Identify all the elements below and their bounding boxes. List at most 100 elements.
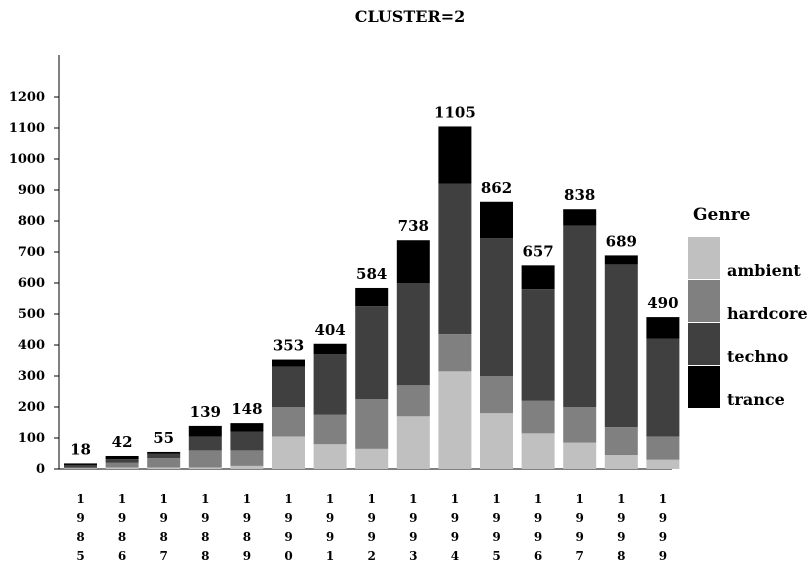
bar-segment-ambient (230, 465, 264, 469)
bar-segment-hardcore (230, 450, 264, 466)
legend-label-techno: techno (727, 347, 789, 366)
bar-segment-ambient (604, 455, 638, 469)
bar-segment-hardcore (188, 450, 222, 468)
y-tick-label: 300 (18, 369, 45, 384)
bar-segment-techno (396, 283, 430, 386)
y-tick-label: 0 (36, 462, 45, 477)
bar-segment-hardcore (64, 467, 97, 469)
y-tick-label: 600 (18, 276, 45, 291)
bar-total-labels: 18 42 55 139 148 353 404 584 738 1105 862 657 838 689… (70, 103, 678, 458)
bar-segment-trance (480, 201, 513, 239)
bar-segment-ambient (64, 468, 97, 469)
bar-segment-ambient (188, 467, 222, 469)
bar-segment-trance (396, 240, 430, 283)
y-tick-label: 200 (18, 400, 45, 415)
bar-segment-techno (355, 306, 389, 400)
bar-segment-techno (188, 436, 222, 451)
y-tick-label: 1000 (9, 152, 45, 167)
y-tick-label: 500 (18, 307, 45, 322)
bar-segment-techno (563, 225, 597, 407)
legend-label-hardcore: hardcore (727, 304, 808, 323)
bar-segment-hardcore (355, 399, 389, 449)
y-tick-label: 400 (18, 338, 45, 353)
bar-segment-hardcore (313, 414, 347, 445)
bar-segment-trance (355, 287, 389, 307)
y-tick-label: 700 (18, 245, 45, 260)
bar-total-label: 838 (564, 186, 595, 204)
bar-total-label: 353 (273, 337, 304, 355)
bar-segment-hardcore (563, 407, 597, 443)
bar-total-label: 584 (356, 265, 387, 283)
bar-total-label: 738 (398, 217, 429, 235)
bar-segment-hardcore (521, 400, 555, 434)
chart-title: CLUSTER=2 (355, 7, 466, 26)
bar-segment-hardcore (147, 458, 181, 468)
legend-items: ambient hardcore techno trance (688, 237, 808, 409)
bar-total-label: 42 (112, 433, 133, 451)
bar-segment-techno (480, 238, 513, 376)
bar-segment-ambient (563, 442, 597, 469)
bar-segment-techno (105, 459, 139, 463)
bar-segment-trance (438, 126, 472, 184)
bar-segment-hardcore (480, 376, 513, 414)
bar-segment-hardcore (396, 385, 430, 417)
y-axis-ticks: 0 100 200 300 400 500 600 700 800 900 1000 1100 1200 (9, 90, 59, 477)
bar-segment-trance (604, 255, 638, 265)
legend-title: Genre (693, 205, 751, 225)
bar-segment-trance (188, 425, 222, 437)
bar-segment-ambient (105, 467, 139, 469)
bar-segment-hardcore (105, 462, 139, 468)
bar-segment-hardcore (646, 436, 680, 460)
bar-segment-trance (521, 265, 555, 290)
bar-segment-ambient (355, 448, 389, 469)
bar-segment-hardcore (438, 334, 472, 372)
bar-segment-ambient (646, 459, 680, 469)
bar-total-label: 490 (647, 294, 678, 312)
y-tick-label: 100 (18, 431, 45, 446)
bar-segment-trance (230, 423, 264, 432)
bar-total-label: 148 (231, 400, 262, 418)
bar-total-label: 139 (190, 403, 221, 421)
legend-swatch-hardcore (688, 280, 720, 322)
bar-segment-ambient (313, 444, 347, 469)
bar-segment-ambient (396, 416, 430, 469)
bar-total-label: 18 (70, 440, 91, 458)
bar-total-label: 404 (314, 321, 345, 339)
y-tick-label: 1200 (9, 90, 45, 105)
bar-total-label: 862 (481, 179, 512, 197)
legend-label-ambient: ambient (727, 261, 801, 280)
bar-segment-ambient (521, 433, 555, 469)
legend-swatch-trance (688, 366, 720, 408)
legend: Genre ambient hardcore techno trance (688, 205, 808, 409)
bar-total-label: 657 (522, 242, 553, 260)
x-axis-ticks: 1 9 8 5 1 9 8 6 1 9 8 7 1 9 8 8 1 9 8 9 1 9 9 0 1 9 9 1 1 9 9 2 1 9 9 3 1 9 9 4… (76, 492, 667, 563)
bar-total-label: 689 (606, 232, 637, 250)
bar-segment-trance (272, 359, 305, 367)
bar-segment-trance (64, 463, 97, 465)
bar-segment-techno (64, 464, 97, 468)
legend-label-trance: trance (727, 390, 785, 409)
y-tick-label: 900 (18, 183, 45, 198)
bar-segment-trance (105, 455, 139, 460)
legend-swatch-techno (688, 323, 720, 365)
bar-segment-trance (646, 317, 680, 339)
bars (64, 126, 680, 469)
bar-segment-techno (646, 338, 680, 437)
legend-swatch-ambient (688, 237, 720, 279)
bar-segment-techno (604, 264, 638, 428)
